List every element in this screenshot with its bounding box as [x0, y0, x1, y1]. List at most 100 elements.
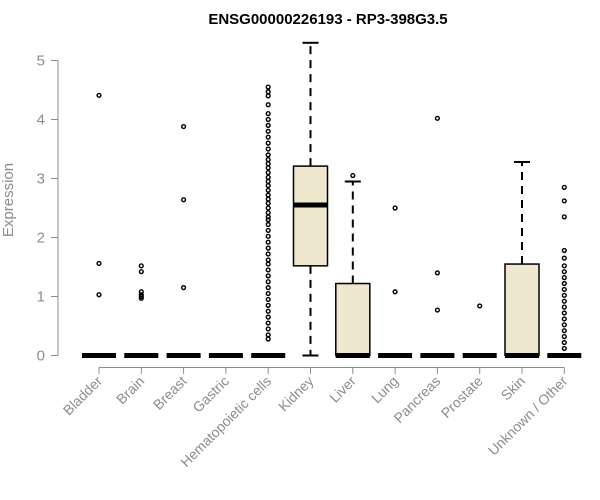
x-tick-label: Breast — [150, 373, 190, 413]
outlier-point — [265, 110, 271, 117]
outlier-point — [561, 316, 567, 322]
outlier-point — [265, 196, 271, 202]
outlier-point — [265, 210, 271, 216]
outlier-point — [138, 289, 144, 295]
outlier-point — [265, 314, 271, 320]
y-tick-label: 0 — [37, 348, 45, 365]
outlier-point — [392, 205, 398, 211]
box-brain — [124, 263, 159, 358]
outlier-point — [265, 296, 271, 303]
box-breast — [166, 123, 201, 358]
box-hematopoietic-cells — [251, 84, 286, 358]
y-tick-label: 3 — [37, 171, 45, 188]
outlier-point — [265, 257, 271, 263]
x-tick-label: Kidney — [275, 373, 317, 415]
outlier-point — [265, 273, 271, 279]
x-tick-label: Pancreas — [390, 373, 443, 426]
outlier-point — [265, 336, 271, 342]
outlier-point — [265, 89, 271, 95]
outlier-point — [561, 275, 567, 281]
outlier-point — [265, 245, 271, 251]
outlier-point — [561, 286, 567, 293]
chart-title: ENSG00000226193 - RP3-398G3.5 — [208, 11, 447, 28]
outlier-point — [561, 292, 567, 298]
outlier-point — [265, 320, 271, 326]
outlier-point — [265, 267, 271, 273]
outlier-point — [265, 205, 271, 211]
outlier-point — [265, 192, 271, 198]
outlier-point — [265, 165, 271, 171]
outlier-point — [265, 214, 271, 220]
outlier-point — [265, 152, 271, 158]
x-tick-label: Unknown / Other — [485, 373, 571, 459]
outlier-point — [265, 122, 271, 128]
outlier-point — [138, 292, 144, 298]
outlier-point — [561, 198, 567, 204]
outlier-point — [561, 298, 567, 304]
outlier-point — [561, 339, 567, 346]
outlier-point — [265, 332, 271, 338]
outlier-point — [561, 304, 567, 310]
outlier-point — [561, 184, 567, 190]
outlier-point — [96, 292, 102, 298]
outlier-point — [265, 93, 271, 99]
outlier-point — [265, 140, 271, 146]
box-unknown-other — [547, 184, 582, 358]
x-tick-label: Lung — [368, 373, 401, 406]
outlier-point — [265, 285, 271, 291]
box-body — [335, 282, 371, 357]
x-tick-label: Bladder — [60, 373, 106, 419]
outlier-point — [561, 214, 567, 220]
outlier-point — [265, 217, 271, 223]
box-body — [292, 165, 329, 267]
outlier-point — [138, 263, 144, 269]
outlier-point — [265, 128, 271, 134]
outlier-point — [181, 285, 187, 291]
outlier-point — [561, 255, 567, 261]
outlier-point — [265, 182, 271, 189]
outlier-point — [265, 157, 271, 163]
outlier-point — [181, 197, 187, 203]
box-body — [504, 263, 540, 357]
y-tick-label: 2 — [37, 230, 45, 247]
outlier-point — [265, 251, 271, 257]
outlier-point — [350, 172, 356, 179]
outlier-point — [477, 303, 483, 309]
outlier-point — [96, 260, 102, 267]
outlier-point — [434, 307, 440, 313]
box-prostate — [462, 303, 497, 358]
outlier-point — [561, 280, 567, 287]
y-tick-label: 5 — [37, 53, 45, 70]
outlier-point — [265, 84, 271, 90]
outlier-point — [265, 161, 271, 167]
outlier-point — [265, 178, 271, 185]
outlier-point — [265, 170, 271, 176]
y-tick-label: 1 — [37, 289, 45, 306]
box-skin — [504, 160, 540, 358]
outlier-point — [265, 221, 271, 228]
outlier-point — [265, 116, 271, 123]
outlier-point — [265, 261, 271, 267]
outlier-point — [392, 289, 398, 295]
box-pancreas — [420, 115, 455, 358]
box-liver — [335, 172, 371, 358]
y-axis-label: Expression — [0, 163, 17, 237]
box-kidney — [292, 41, 329, 357]
x-tick-label: Brain — [113, 373, 147, 407]
x-tick-label: Liver — [326, 373, 359, 406]
x-tick-label: Prostate — [438, 373, 486, 421]
outlier-point — [561, 345, 567, 352]
outlier-point — [561, 247, 567, 254]
outlier-point — [561, 310, 567, 316]
outlier-point — [181, 123, 187, 130]
outlier-point — [265, 279, 271, 285]
plot-area — [82, 41, 582, 358]
outlier-point — [265, 102, 271, 108]
outlier-point — [265, 302, 271, 308]
outlier-point — [265, 187, 271, 193]
outlier-point — [561, 263, 567, 269]
box-bladder — [82, 92, 116, 358]
x-tick-label: Skin — [498, 373, 529, 404]
outlier-point — [265, 200, 271, 206]
